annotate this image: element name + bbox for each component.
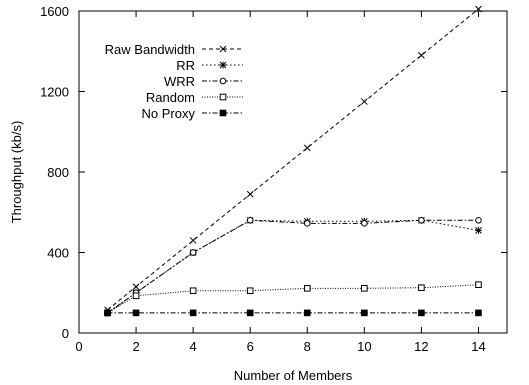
data-point-x-marker <box>418 51 425 59</box>
data-point-filled-square-marker <box>361 309 368 317</box>
x-tick-label: 6 <box>247 339 254 354</box>
x-tick-label: 14 <box>471 339 485 354</box>
y-axis-label: Throughput (kb/s) <box>9 121 24 224</box>
legend-label: RR <box>176 58 195 73</box>
x-tick-label: 0 <box>75 339 82 354</box>
x-tick-label: 12 <box>414 339 428 354</box>
data-point-circle-marker <box>189 249 197 256</box>
data-point-filled-square-marker <box>132 309 140 317</box>
series-line <box>107 8 479 311</box>
x-tick-label: 8 <box>304 339 311 354</box>
data-point-filled-square-marker <box>104 309 111 317</box>
data-point-open-square-marker <box>361 285 368 292</box>
data-point-open-square-marker <box>475 281 482 288</box>
data-point-x-marker <box>360 98 368 105</box>
data-point-x-marker <box>246 190 254 198</box>
plot-frame <box>78 10 508 334</box>
legend-label: Raw Bandwidth <box>105 42 195 57</box>
legend-item: Raw Bandwidth <box>105 42 243 57</box>
data-point-circle-marker <box>219 77 227 85</box>
data-point-x-marker <box>475 5 482 13</box>
y-tick-label: 1600 <box>40 4 69 19</box>
data-point-filled-square-marker <box>303 309 311 317</box>
data-point-filled-square-marker <box>189 309 197 317</box>
data-point-circle-marker <box>303 220 311 227</box>
data-point-x-marker <box>132 283 140 291</box>
legend-item: No Proxy <box>142 106 243 121</box>
data-point-filled-square-marker <box>418 309 425 317</box>
axis-ticks: 0 2 4 6 8 10 12 14 0 400 800 1200 1600 <box>40 4 507 354</box>
data-point-x-marker <box>303 144 311 152</box>
data-point-circle-marker <box>418 217 425 224</box>
data-point-filled-square-marker <box>219 109 227 117</box>
data-point-circle-marker <box>361 220 368 227</box>
data-point-star-marker <box>474 226 482 234</box>
x-tick-label: 2 <box>132 339 139 354</box>
data-point-star-marker <box>219 61 227 69</box>
data-point-x-marker <box>219 45 227 53</box>
legend-item: RR <box>176 58 243 73</box>
y-tick-label: 800 <box>47 165 69 180</box>
series-line <box>107 284 479 314</box>
series-random <box>104 281 482 317</box>
data-point-open-square-marker <box>219 93 227 101</box>
series-line <box>107 219 479 314</box>
series-wrr <box>104 217 482 317</box>
legend-item: WRR <box>164 74 243 89</box>
legend-label: WRR <box>164 74 195 89</box>
data-point-open-square-marker <box>132 292 140 300</box>
x-tick-label: 4 <box>190 339 197 354</box>
legend-label: No Proxy <box>142 106 196 121</box>
series-no-proxy <box>104 309 482 317</box>
data-point-circle-marker <box>246 217 254 224</box>
data-point-open-square-marker <box>303 285 311 292</box>
x-tick-label: 10 <box>357 339 371 354</box>
legend-label: Random <box>146 90 195 105</box>
x-axis-label: Number of Members <box>234 368 353 383</box>
data-point-open-square-marker <box>189 287 197 295</box>
series-layer <box>104 5 482 317</box>
series-rr <box>104 216 482 317</box>
data-point-filled-square-marker <box>246 309 254 317</box>
data-point-open-square-marker <box>418 284 425 292</box>
y-tick-label: 1200 <box>40 85 69 100</box>
legend-item: Random <box>146 90 243 105</box>
data-point-x-marker <box>189 237 197 244</box>
data-point-circle-marker <box>475 217 482 224</box>
y-tick-label: 0 <box>62 326 69 341</box>
data-point-open-square-marker <box>246 287 254 295</box>
y-tick-label: 400 <box>47 246 69 261</box>
series-line <box>107 219 479 314</box>
data-point-filled-square-marker <box>475 309 482 317</box>
